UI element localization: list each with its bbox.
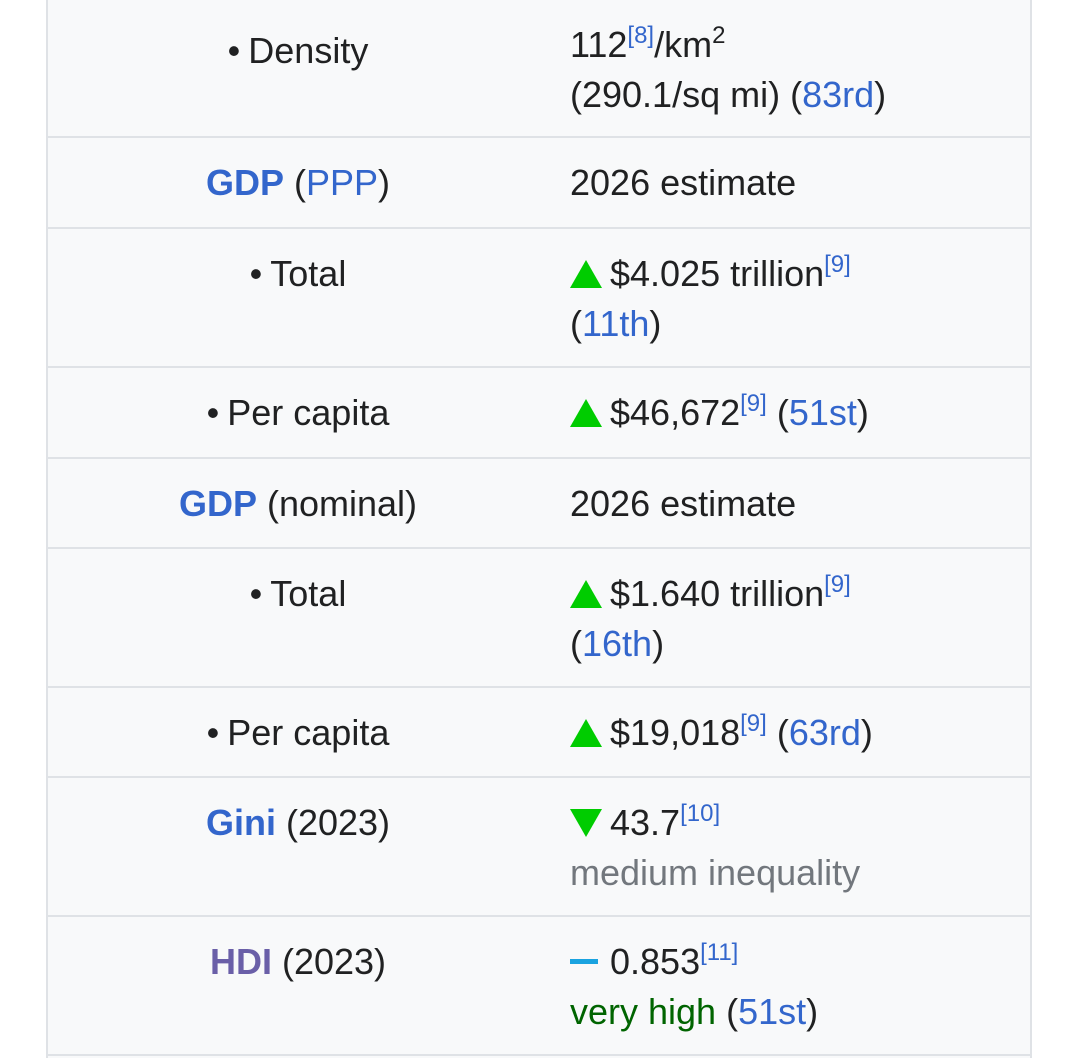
- reference-link[interactable]: [9]: [824, 571, 851, 598]
- reference-link[interactable]: [9]: [740, 710, 767, 737]
- density-value: 112: [570, 24, 628, 65]
- gini-category: medium inequality: [570, 852, 861, 893]
- row-gdp-nominal-per-capita: • Per capita $19,018[9] (63rd): [48, 688, 1030, 778]
- ppp-link[interactable]: PPP: [305, 162, 379, 203]
- rank-link[interactable]: 16th: [582, 623, 653, 664]
- value-gdp-ppp-per-capita: $46,672[9] (51st): [570, 388, 1020, 438]
- label-gini: Gini (2023): [205, 802, 391, 843]
- hdi-category: very high: [570, 991, 717, 1032]
- decrease-icon: [570, 809, 602, 837]
- row-gdp-ppp-total: • Total $4.025 trillion[9] (11th): [48, 229, 1030, 368]
- rank-link[interactable]: 11th: [582, 303, 650, 344]
- row-gdp-nominal-total: • Total $1.640 trillion[9] (16th): [48, 549, 1030, 688]
- row-gini: Gini (2023) 43.7[10] medium inequality: [48, 778, 1030, 917]
- reference-link[interactable]: [10]: [680, 800, 721, 827]
- increase-icon: [570, 260, 602, 288]
- row-density: • Density 112[8]/km2 (290.1/sq mi) (83rd): [48, 0, 1030, 138]
- label-gdp-nominal-total: • Total: [249, 573, 347, 614]
- reference-link[interactable]: [8]: [627, 22, 655, 49]
- steady-icon: [570, 959, 598, 964]
- unit-superscript: 2: [712, 22, 726, 49]
- value-hdi: 0.853[11] very high (51st): [570, 939, 819, 1032]
- reference-link[interactable]: [9]: [824, 251, 851, 278]
- row-gdp-nominal: GDP (nominal) 2026 estimate: [48, 459, 1030, 549]
- rank-link[interactable]: 63rd: [788, 712, 861, 753]
- infobox-economy: • Density 112[8]/km2 (290.1/sq mi) (83rd)…: [46, 0, 1032, 1058]
- label-gdp-nominal-per-capita: • Per capita: [206, 712, 390, 753]
- value-gdp-ppp-total: $4.025 trillion[9] (11th): [570, 251, 851, 344]
- rank-link[interactable]: 51st: [788, 392, 857, 433]
- label-gdp-ppp-per-capita: • Per capita: [206, 392, 390, 433]
- increase-icon: [570, 580, 602, 608]
- density-unit: /km: [654, 24, 713, 65]
- label-gdp-nominal: GDP (nominal): [178, 483, 418, 524]
- rank-link[interactable]: 51st: [738, 991, 807, 1032]
- label-hdi: HDI (2023): [209, 941, 387, 982]
- value-gdp-nominal-total: $1.640 trillion[9] (16th): [570, 571, 851, 664]
- value-density: 112[8]/km2 (290.1/sq mi) (83rd): [570, 22, 887, 116]
- density-imperial: (290.1/sq mi): [570, 74, 781, 115]
- value-gini: 43.7[10] medium inequality: [570, 800, 861, 893]
- label-gdp-ppp-total: • Total: [249, 253, 347, 294]
- gdp-link[interactable]: GDP: [178, 483, 257, 524]
- increase-icon: [570, 399, 602, 427]
- reference-link[interactable]: [11]: [700, 939, 739, 966]
- row-gdp-ppp: GDP (PPP) 2026 estimate: [48, 138, 1030, 229]
- increase-icon: [570, 719, 602, 747]
- value-gdp-ppp: 2026 estimate: [570, 162, 797, 203]
- row-hdi: HDI (2023) 0.853[11] very high (51st): [48, 917, 1030, 1056]
- value-gdp-nominal: 2026 estimate: [570, 483, 797, 524]
- label-density: • Density: [227, 30, 369, 71]
- row-gdp-ppp-per-capita: • Per capita $46,672[9] (51st): [48, 368, 1030, 459]
- gdp-link[interactable]: GDP: [205, 162, 284, 203]
- gini-link[interactable]: Gini: [205, 802, 276, 843]
- label-gdp-ppp: GDP (PPP): [205, 162, 391, 203]
- rank-link[interactable]: 83rd: [802, 74, 875, 115]
- reference-link[interactable]: [9]: [740, 390, 767, 417]
- value-gdp-nominal-per-capita: $19,018[9] (63rd): [570, 708, 1020, 758]
- hdi-link[interactable]: HDI: [209, 941, 272, 982]
